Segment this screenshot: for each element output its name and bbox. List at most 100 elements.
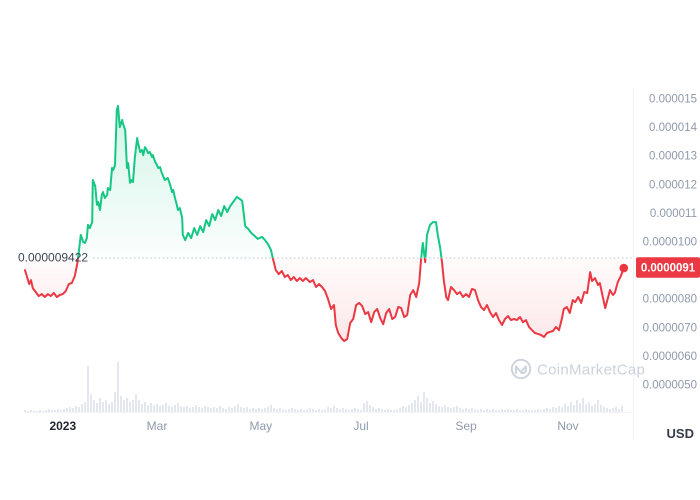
- y-axis-tick-label: 0.000013: [649, 151, 697, 163]
- volume-bar: [39, 410, 41, 412]
- price-line-up-segments: [76, 104, 443, 259]
- volume-bar: [342, 408, 344, 412]
- volume-bar: [78, 407, 80, 412]
- volume-bar: [312, 409, 314, 412]
- volume-bar: [102, 402, 104, 412]
- volume-bar: [27, 411, 29, 412]
- volume-bar: [291, 408, 293, 412]
- y-axis-tick-label: 0.000014: [649, 122, 698, 134]
- volume-bar: [222, 408, 224, 412]
- volume-bar: [510, 410, 512, 412]
- volume-bar: [300, 409, 302, 412]
- volume-bar: [237, 404, 239, 412]
- volume-bar: [318, 409, 320, 412]
- x-axis-tick-label: Sep: [455, 419, 477, 433]
- volume-bar: [438, 406, 440, 412]
- volume-bar: [114, 392, 116, 412]
- volume-bar: [306, 409, 308, 412]
- volume-bar: [333, 406, 335, 412]
- volume-bar: [552, 407, 554, 412]
- volume-bar: [204, 406, 206, 412]
- y-axis-tick-label: 0.000011: [650, 208, 697, 220]
- volume-bar: [54, 410, 56, 412]
- volume-bar: [258, 408, 260, 412]
- volume-bar: [621, 406, 623, 412]
- volume-bar: [390, 410, 392, 412]
- volume-bar: [153, 405, 155, 412]
- volume-bar: [531, 410, 533, 412]
- volume-bar: [261, 409, 263, 412]
- volume-bar: [378, 408, 380, 412]
- volume-bar: [507, 409, 509, 412]
- chart-plot-area[interactable]: [25, 65, 632, 415]
- volume-bar: [171, 407, 173, 412]
- volume-bar: [426, 398, 428, 412]
- volume-bar: [591, 406, 593, 412]
- last-price-dot: [619, 263, 629, 273]
- x-axis-tick-label: 2023: [49, 419, 76, 433]
- y-axis-tick-label: 0.0000060: [643, 351, 697, 363]
- volume-bar: [168, 406, 170, 412]
- volume-bar: [147, 405, 149, 412]
- volume-bar: [192, 407, 194, 412]
- volume-bar: [567, 406, 569, 412]
- volume-bar: [255, 409, 257, 412]
- volume-bar: [135, 394, 137, 412]
- volume-bar: [267, 407, 269, 412]
- volume-bar: [225, 409, 227, 412]
- volume-bar: [549, 409, 551, 412]
- volume-bar: [351, 409, 353, 412]
- volume-bar: [504, 410, 506, 412]
- x-axis-tick-label: Mar: [147, 419, 168, 433]
- volume-bar: [48, 409, 50, 412]
- volume-bar: [186, 406, 188, 412]
- volume-bar: [216, 408, 218, 412]
- volume-bar: [321, 410, 323, 412]
- current-price-badge-bg: [636, 257, 700, 278]
- volume-bar: [543, 409, 545, 412]
- volume-bar: [354, 408, 356, 412]
- volume-bar: [384, 410, 386, 412]
- volume-bar: [612, 408, 614, 412]
- y-axis-tick-label: 0.0000100: [643, 237, 697, 249]
- volume-bar: [528, 410, 530, 412]
- volume-bar: [36, 411, 38, 412]
- reference-price-label: 0.000009422: [18, 251, 88, 265]
- volume-bar: [603, 407, 605, 412]
- x-axis: 2023 Mar May Jul Sep Nov: [49, 419, 578, 433]
- volume-bar: [198, 407, 200, 412]
- volume-bar: [66, 408, 68, 412]
- volume-bar: [324, 409, 326, 412]
- volume-bar: [339, 409, 341, 412]
- volume-bar: [180, 406, 182, 412]
- volume-bar: [357, 409, 359, 412]
- volume-bar: [249, 409, 251, 412]
- volume-bar: [24, 410, 26, 412]
- volume-bar: [441, 407, 443, 412]
- volume-bar: [525, 409, 527, 412]
- volume-bar: [60, 410, 62, 412]
- volume-bar: [363, 403, 365, 412]
- y-axis-tick-label: 0.000015: [649, 94, 697, 106]
- volume-bar: [144, 402, 146, 412]
- volume-bar: [45, 410, 47, 412]
- x-axis-tick-label: May: [249, 419, 272, 433]
- volume-bar: [399, 408, 401, 412]
- volume-bar: [108, 404, 110, 412]
- volume-bar: [63, 409, 65, 412]
- volume-bar: [309, 408, 311, 412]
- volume-bar: [288, 409, 290, 412]
- volume-bar: [246, 407, 248, 412]
- volume-bar: [447, 407, 449, 412]
- volume-bar: [243, 408, 245, 412]
- volume-bar: [210, 408, 212, 412]
- volume-bar: [483, 410, 485, 412]
- volume-bar: [558, 406, 560, 412]
- volume-bar: [414, 400, 416, 412]
- volume-bar: [282, 409, 284, 412]
- x-axis-tick-label: Nov: [557, 419, 578, 433]
- price-line-series: [24, 104, 629, 342]
- volume-bar: [411, 403, 413, 412]
- volume-bar: [336, 408, 338, 412]
- volume-bar: [555, 408, 557, 412]
